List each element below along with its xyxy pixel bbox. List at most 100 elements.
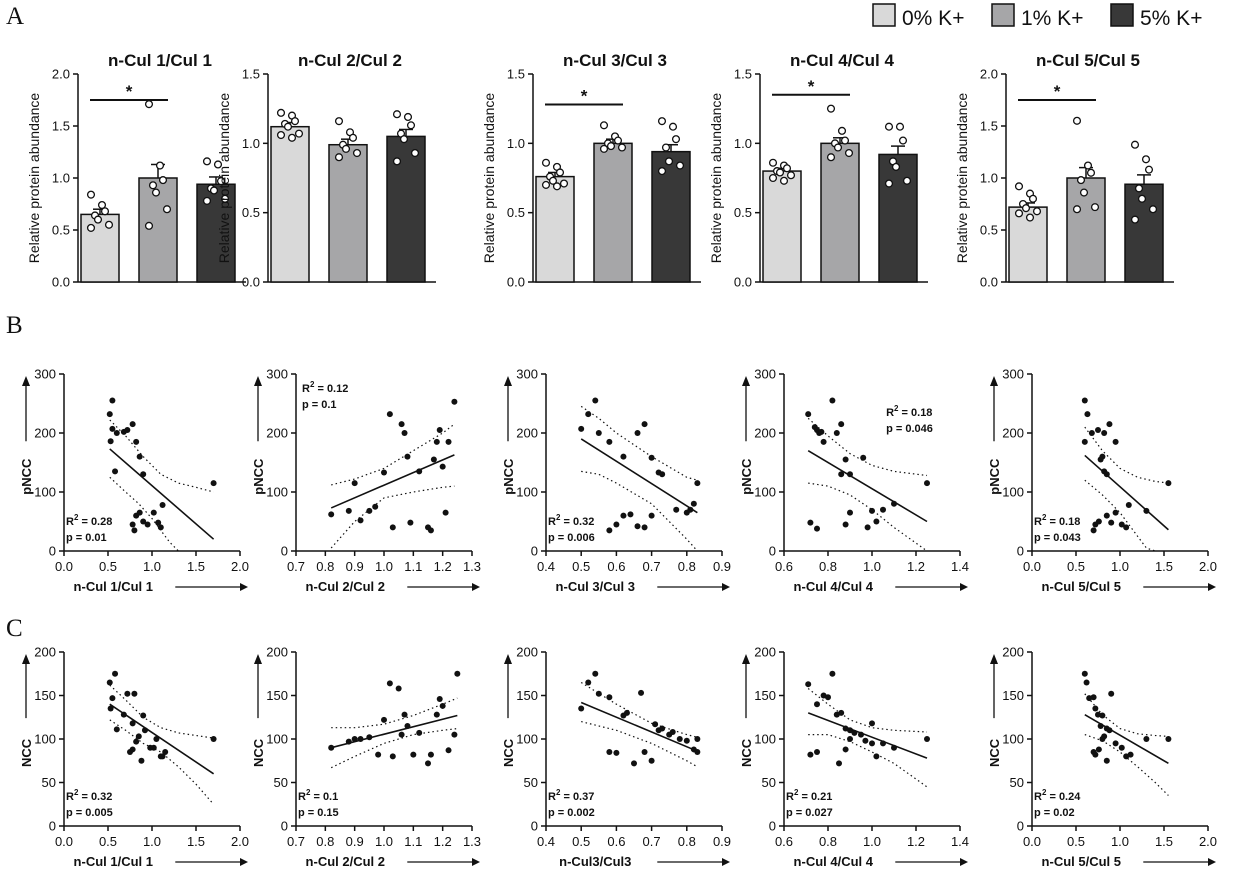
data-point	[398, 421, 405, 428]
data-point	[826, 104, 836, 113]
data-point	[657, 117, 667, 126]
data-point	[352, 148, 362, 158]
y-tick-label: 1.0	[242, 136, 260, 151]
data-point	[641, 421, 648, 428]
data-point	[107, 705, 114, 712]
data-point	[328, 511, 335, 518]
y-axis-label: Relative protein abundance	[481, 93, 497, 264]
ci-lower-band	[330, 485, 455, 549]
data-point	[133, 738, 140, 745]
data-point	[1137, 194, 1147, 203]
x-tick-label: 0.0	[1023, 834, 1041, 849]
data-point	[844, 148, 854, 158]
x-tick-label: 0.0	[55, 559, 73, 574]
data-point	[151, 188, 161, 197]
data-point	[869, 720, 875, 727]
data-point	[786, 171, 796, 180]
data-point	[451, 731, 458, 738]
data-point	[891, 744, 897, 751]
data-point	[631, 760, 637, 767]
bar-chart-5: n-Cul 5/Cul 5 Relative protein abundance 0…	[954, 51, 1174, 290]
data-point	[1103, 757, 1110, 764]
chart-title: n-Cul 3/Cul 3	[563, 51, 667, 70]
data-point	[862, 737, 869, 744]
bar-chart-2: n-Cul 2/Cul 2 Relative protein abundance 0…	[216, 51, 436, 290]
bar-1	[762, 170, 802, 283]
regression-line	[807, 450, 928, 523]
data-point	[162, 749, 169, 756]
data-point	[668, 122, 678, 131]
p-value-label: p = 0.15	[298, 807, 339, 819]
bar-2	[820, 142, 860, 283]
data-point	[838, 471, 845, 478]
y-tick-label: 100	[34, 732, 56, 747]
r-squared-value: = 0.18	[1046, 516, 1080, 528]
data-point	[407, 519, 414, 526]
x-tick-label: 0.9	[713, 559, 731, 574]
data-point	[898, 136, 908, 145]
x-axis-label: n-Cul 4/Cul 4	[794, 579, 874, 594]
ci-upper-band	[580, 405, 698, 481]
x-tick-label: 0.8	[819, 834, 837, 849]
y-tick-label: 1.5	[734, 67, 752, 82]
data-point	[386, 680, 393, 687]
data-point	[578, 705, 585, 712]
b-scatter-4: 0 100 200 300 0.6 0.8 1.0 1.2 1.4 pNCC n-Cul 4/Cul…	[739, 367, 969, 595]
data-point	[924, 736, 930, 742]
data-point	[389, 753, 396, 760]
r-squared-letter: R	[298, 791, 306, 803]
data-point	[144, 100, 154, 109]
r-squared-letter: R	[66, 791, 74, 803]
data-point	[807, 751, 814, 758]
data-point	[768, 158, 778, 167]
data-point	[1103, 512, 1110, 519]
y-label-arrowhead	[504, 654, 512, 664]
data-point	[445, 747, 452, 754]
data-point	[842, 521, 849, 528]
data-point	[436, 695, 443, 702]
r-squared-value: = 0.21	[798, 791, 832, 803]
x-tick-label: 0.4	[537, 834, 555, 849]
x-tick-label: 1.1	[404, 559, 422, 574]
data-point	[559, 179, 569, 188]
data-point	[829, 397, 836, 404]
ci-upper-band	[1084, 693, 1169, 737]
data-point	[1088, 430, 1095, 436]
bar-3	[878, 153, 918, 283]
data-point	[623, 709, 630, 716]
y-tick-label: 100	[266, 485, 288, 500]
p-value-label: p = 0.02	[1034, 807, 1075, 819]
data-point	[664, 157, 674, 166]
data-point	[1025, 213, 1035, 222]
x-tick-label: 0.5	[99, 559, 117, 574]
data-point	[814, 525, 820, 532]
data-point	[436, 427, 443, 434]
legend-label-1: 1% K+	[1021, 7, 1083, 30]
y-tick-label: 100	[34, 485, 56, 500]
r-squared-superscript: 2	[306, 788, 311, 797]
data-point	[129, 421, 136, 428]
data-point	[1148, 205, 1158, 214]
data-point	[548, 176, 558, 185]
data-point	[613, 749, 620, 756]
data-point	[826, 153, 836, 162]
y-tick-label: 0	[281, 544, 288, 559]
data-point	[694, 480, 701, 487]
x-label-arrowhead	[472, 583, 480, 591]
x-tick-label: 0.6	[607, 834, 625, 849]
y-label-arrowhead	[990, 376, 998, 386]
b-scatter-5: 0 100 200 300 0.0 0.5 1.0 1.5 2.0 pNCC n-Cul 5/Cul…	[987, 367, 1217, 595]
data-point	[100, 207, 110, 216]
ci-upper-band	[331, 423, 455, 486]
data-point	[290, 117, 300, 126]
r-squared-letter: R	[786, 791, 794, 803]
legend-swatch-2	[1110, 3, 1134, 27]
r-squared-superscript: 2	[556, 788, 561, 797]
data-point	[1101, 430, 1108, 436]
data-point	[671, 135, 681, 144]
ci-upper-band	[807, 688, 928, 733]
data-point	[676, 736, 683, 742]
y-tick-label: 200	[1002, 426, 1024, 441]
data-point	[1079, 188, 1089, 197]
data-point	[687, 506, 694, 513]
